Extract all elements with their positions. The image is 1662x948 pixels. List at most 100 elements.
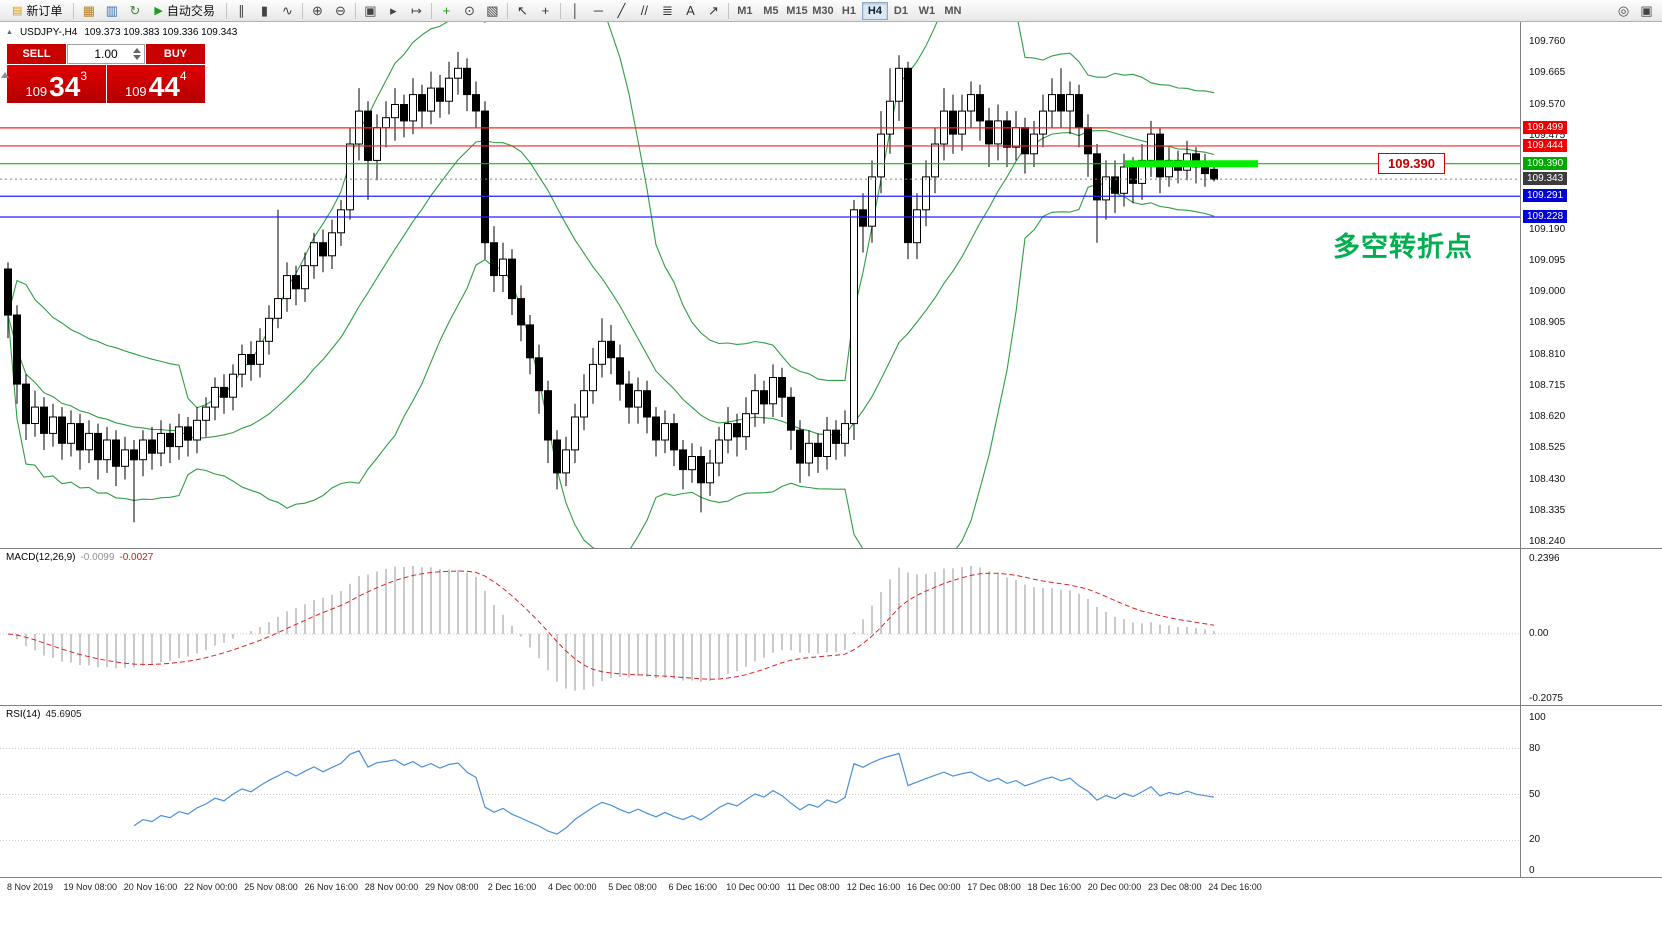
buy-price-main: 109 <box>124 83 147 99</box>
indicators-icon[interactable]: + <box>442 3 451 18</box>
horizontal-line-icon[interactable]: ─ <box>593 3 604 18</box>
line-chart-icon[interactable]: ∿ <box>281 2 293 18</box>
time-label: 2 Dec 16:00 <box>487 882 537 892</box>
channel-icon[interactable]: // <box>640 3 649 18</box>
rsi-panel-canvas[interactable] <box>0 706 1520 878</box>
rsi-axis-label: 100 <box>1529 712 1546 723</box>
price-axis-label: 108.905 <box>1529 317 1566 329</box>
price-level-badge: 109.390 <box>1523 156 1568 170</box>
time-label: 26 Nov 16:00 <box>304 882 359 892</box>
macd-axis-label: 0.2396 <box>1529 553 1560 564</box>
time-label: 17 Dec 08:00 <box>967 882 1021 892</box>
macd-axis-label: 0.00 <box>1529 628 1549 639</box>
time-label: 20 Nov 16:00 <box>123 882 178 892</box>
time-label: 4 Dec 00:00 <box>547 882 597 892</box>
volume-decrease-icon[interactable] <box>133 55 141 60</box>
sell-price-main: 109 <box>25 83 48 99</box>
symbol-period-label: USDJPY-,H4 <box>19 27 78 38</box>
zoom-in-icon[interactable]: ⊕ <box>311 2 323 18</box>
auto-scroll-icon[interactable]: ▸ <box>390 2 397 18</box>
timeframe-m30-button[interactable]: M30 <box>812 4 834 17</box>
volume-input[interactable]: 1.00 <box>67 44 145 64</box>
time-axis[interactable]: 8 Nov 2019 19 Nov 08:00 20 Nov 16:00 22 Nov… <box>0 878 1662 900</box>
buy-price[interactable]: 109 44 4 <box>106 65 205 103</box>
sell-price[interactable]: 109 34 3 <box>7 65 106 103</box>
price-callout-label[interactable]: 109.390 <box>1378 152 1445 174</box>
timeframe-m5-button[interactable]: M5 <box>763 4 779 17</box>
price-axis-label: 109.665 <box>1529 67 1566 79</box>
refresh-icon[interactable]: ↻ <box>129 2 141 18</box>
price-axis-label: 108.335 <box>1529 504 1566 516</box>
price-axis-label: 109.190 <box>1529 223 1566 235</box>
toolbar-sep <box>225 2 227 19</box>
price-level-badge: 109.291 <box>1523 189 1568 203</box>
rsi-indicator-label: RSI(14) 45.6905 <box>6 709 82 720</box>
toolbar-sep <box>430 2 432 19</box>
zoom-out-icon[interactable]: ⊖ <box>334 2 346 18</box>
time-label: 18 Dec 16:00 <box>1027 882 1082 892</box>
cursor-icon[interactable]: ↖ <box>516 2 528 18</box>
toolbar-sep <box>727 2 729 19</box>
macd-indicator-label: MACD(12,26,9) -0.0099 -0.0027 <box>6 552 153 563</box>
market-watch-icon[interactable]: ▥ <box>105 2 119 18</box>
timeframe-d1-button[interactable]: D1 <box>893 4 908 17</box>
chart-shift-icon[interactable]: ↦ <box>410 2 422 18</box>
timeframe-m1-button[interactable]: M1 <box>737 4 753 17</box>
buy-button[interactable]: BUY <box>146 44 205 64</box>
arrows-icon[interactable]: ↗ <box>707 2 719 18</box>
charts-icon[interactable]: ▦ <box>82 2 96 18</box>
crosshair-icon[interactable]: + <box>541 3 550 18</box>
auto-trading-button[interactable]: ▶ 自动交易 <box>146 1 222 20</box>
play-icon: ▶ <box>154 5 163 17</box>
macd-panel-separator[interactable] <box>0 548 1662 549</box>
time-label: 24 Dec 16:00 <box>1208 882 1262 892</box>
trade-panel-collapse-icon[interactable] <box>1 72 9 78</box>
timeframe-mn-button[interactable]: MN <box>944 4 962 17</box>
auto-trading-button-label: 自动交易 <box>166 4 215 18</box>
ohlc-values: 109.373 109.383 109.336 109.343 <box>84 27 238 38</box>
vertical-line-icon[interactable]: │ <box>571 3 580 18</box>
time-axis-separator <box>0 877 1662 878</box>
candlestick-icon[interactable]: ▮ <box>260 2 268 18</box>
macd-panel-canvas[interactable] <box>0 549 1520 706</box>
price-axis-label: 109.570 <box>1529 98 1566 110</box>
tile-windows-icon[interactable]: ▣ <box>364 2 377 18</box>
toolbar: ▤ 新订单 ▦ ▥ ↻ ▶ 自动交易 ∥ ▮ ∿ ⊕ ⊖ ▣ ▸ ↦ + ⊙ ▧ ↖ + │ ─ ╱ // ≣ A ↗ M1 M5 M15… <box>0 0 1662 22</box>
one-click-trading-panel: SELL 1.00 BUY 109 34 3 109 44 4 <box>7 44 205 103</box>
macd-value-2: -0.0027 <box>119 552 154 563</box>
chart-area: 109.760109.665109.570109.475109.380109.2… <box>0 22 1662 948</box>
price-axis[interactable]: 109.760109.665109.570109.475109.380109.2… <box>1520 22 1662 878</box>
search-icon[interactable]: ◎ <box>1617 2 1630 18</box>
timeframe-m15-button[interactable]: M15 <box>786 4 808 17</box>
fibonacci-icon[interactable]: ≣ <box>661 2 673 18</box>
price-axis-label: 108.430 <box>1529 473 1566 485</box>
layout-icon[interactable]: ▣ <box>1640 2 1653 18</box>
time-label: 19 Nov 08:00 <box>63 882 118 892</box>
bollinger-bands <box>7 22 1215 548</box>
time-label: 5 Dec 08:00 <box>608 882 657 892</box>
timeframe-h1-button[interactable]: H1 <box>841 4 856 17</box>
templates-icon[interactable]: ▧ <box>486 2 499 18</box>
ohlc-toggle-icon[interactable]: ▲ <box>6 29 13 36</box>
rsi-panel-separator[interactable] <box>0 705 1662 706</box>
toolbar-sep <box>559 2 561 19</box>
text-icon[interactable]: A <box>686 3 695 18</box>
timeframe-h4-button[interactable]: H4 <box>861 1 888 20</box>
main-chart-canvas[interactable] <box>0 22 1520 548</box>
timeframe-w1-button[interactable]: W1 <box>918 4 936 17</box>
periods-icon[interactable]: ⊙ <box>463 2 475 18</box>
trendline-icon[interactable]: ╱ <box>617 2 626 18</box>
volume-increase-icon[interactable] <box>133 48 141 53</box>
price-axis-label: 108.715 <box>1529 379 1566 391</box>
buy-price-big: 44 <box>148 71 180 103</box>
volume-value: 1.00 <box>94 47 118 61</box>
macd-axis-label: -0.2075 <box>1529 692 1563 704</box>
price-level-badge: 109.444 <box>1523 138 1568 152</box>
time-label: 10 Dec 00:00 <box>726 882 780 892</box>
bar-chart-icon[interactable]: ∥ <box>238 2 245 18</box>
sell-button[interactable]: SELL <box>7 44 66 64</box>
sell-price-sup: 3 <box>80 69 88 83</box>
new-order-button[interactable]: ▤ 新订单 <box>4 1 70 20</box>
symbol-info: ▲ USDJPY-,H4 109.373 109.383 109.336 109… <box>6 27 237 38</box>
